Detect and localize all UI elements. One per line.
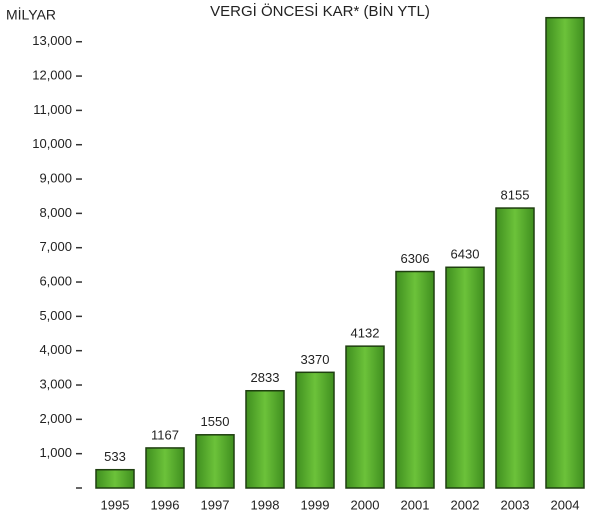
data-label: 3370 <box>301 352 330 367</box>
x-tick-label: 1995 <box>101 497 130 512</box>
data-label: 4132 <box>351 326 380 341</box>
y-tick-label: 3,000 <box>39 376 72 391</box>
bar <box>195 434 235 489</box>
bar <box>495 207 535 489</box>
data-label: 6430 <box>451 247 480 262</box>
x-tick-label: 2003 <box>501 497 530 512</box>
bar <box>295 371 335 489</box>
y-tick-label: 2,000 <box>39 411 72 426</box>
x-tick-label: 1997 <box>201 497 230 512</box>
y-tick-label: 7,000 <box>39 239 72 254</box>
bar <box>545 16 585 489</box>
chart-title: VERGİ ÖNCESİ KAR* (BİN YTL) <box>210 2 430 20</box>
y-tick-label: 8,000 <box>39 205 72 220</box>
x-tick-label: 2000 <box>351 497 380 512</box>
x-tick-label: 1996 <box>151 497 180 512</box>
bar <box>145 447 185 489</box>
y-tick-label: 12,000 <box>32 67 72 82</box>
y-tick-label: 6,000 <box>39 273 72 288</box>
y-tick-label: 10,000 <box>32 136 72 151</box>
data-label: 8155 <box>501 187 530 202</box>
y-tick-label: 9,000 <box>39 170 72 185</box>
data-label: 2833 <box>251 370 280 385</box>
x-tick-label: 2004 <box>551 497 580 512</box>
x-tick-label: 1998 <box>251 497 280 512</box>
y-tick-label: 1,000 <box>39 445 72 460</box>
y-tick-label: 4,000 <box>39 342 72 357</box>
data-label: 533 <box>104 449 126 464</box>
data-label: 1550 <box>201 414 230 429</box>
bar <box>395 270 435 489</box>
x-tick-label: 2002 <box>451 497 480 512</box>
y-axis-label: MİLYAR <box>6 6 56 23</box>
bar <box>245 389 285 489</box>
y-tick-label: 5,000 <box>39 308 72 323</box>
bar <box>345 345 385 489</box>
bar <box>445 266 485 489</box>
bar <box>95 468 135 489</box>
x-tick-label: 1999 <box>301 497 330 512</box>
data-label: 1167 <box>151 427 179 442</box>
data-label: 6306 <box>401 251 430 266</box>
x-tick-label: 2001 <box>401 497 430 512</box>
y-tick-label: 13,000 <box>32 33 72 48</box>
y-tick-label: 11,000 <box>33 102 72 117</box>
